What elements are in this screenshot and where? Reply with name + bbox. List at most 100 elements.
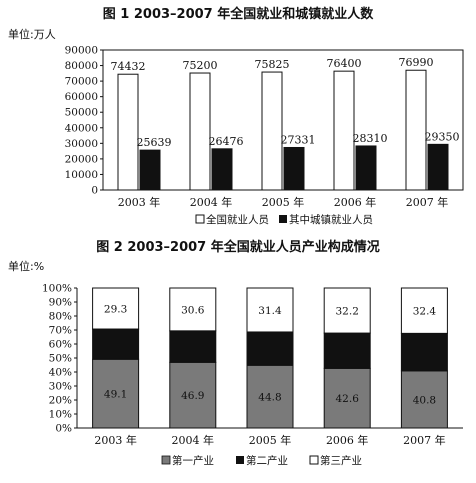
chart1-value-urban-3: 28310 [353,132,388,145]
chart2-ytick-label: 20% [49,395,72,407]
chart2-bars [92,287,448,429]
chart1-bars [117,69,449,191]
chart2-segment-2-2 [246,287,294,333]
chart2-ytick-label: 80% [49,311,72,323]
legend-swatch-tertiary-industry [309,455,319,465]
chart1-value-total-0: 74432 [111,60,146,73]
chart2-segment-0-3 [323,367,371,429]
chart1-bar-total-1 [189,72,211,191]
chart1-category-label-0: 2003 年 [118,195,161,209]
chart1-category-label-2: 2005 年 [262,195,305,209]
chart2-segment-label-0-0: 49.1 [104,389,127,401]
chart2-category-label-1: 2004 年 [172,433,215,447]
chart1-value-urban-4: 29350 [425,130,460,143]
chart1-category-label-4: 2007 年 [406,195,449,209]
chart1-ytick-label: 60000 [65,91,98,103]
chart1-labels: 74432 25639 2003 年 75200 26476 2004 年 75825 273… [111,56,460,209]
chart1-value-total-1: 75200 [183,59,218,72]
chart2-segment-1-0 [92,328,140,360]
legend-label-series-1: 全国就业人员 [206,213,269,226]
chart2-segment-2-1 [169,287,217,332]
legend-swatch-series-1 [195,214,205,224]
chart1-value-total-4: 76990 [399,56,434,69]
chart2-category-label-2: 2005 年 [249,433,292,447]
chart2-ytick-label: 100% [42,283,72,295]
chart2-segment-0-2 [246,364,294,429]
chart2-segment-1-2 [246,331,294,366]
chart1-ytick-label: 0 [91,185,98,197]
chart1-ytick-label: 80000 [65,60,98,72]
chart1-bar-total-3 [333,70,355,191]
chart1-bar-urban-4 [427,143,449,191]
chart2-segment-label-2-1: 30.6 [181,304,205,316]
chart1-value-urban-0: 25639 [137,136,172,149]
chart1-ytick-label: 20000 [65,153,98,165]
legend-label-tertiary-industry: 第三产业 [320,454,362,467]
chart1-ytick-label: 10000 [65,169,98,181]
chart2-ytick-label: 70% [49,325,72,337]
chart2-ytick-label: 0% [55,423,72,435]
chart1-category-label-1: 2004 年 [190,195,233,209]
legend-label-secondary-industry: 第二产业 [246,454,288,467]
chart2-segment-2-4 [400,287,448,334]
chart1-title: 图 1 2003–2007 年全国就业和城镇就业人数 [103,6,374,22]
chart2-axes: 0% 10% 20% 30% 40% 50% 60% 70% 80% 90% 100% [42,283,463,435]
chart1-value-urban-1: 26476 [209,135,244,148]
chart1-plot-frame [102,49,464,191]
chart2-segment-2-0 [92,287,140,330]
chart1-legend: 全国就业人员 其中城镇就业人员 [195,213,373,226]
chart2-segment-label-0-4: 40.8 [413,394,436,406]
chart2-category-label-3: 2006 年 [326,433,369,447]
chart1-bar-urban-1 [211,148,233,191]
chart1-ytick-label: 70000 [65,76,98,88]
chart2-ytick-label: 10% [49,409,72,421]
chart2-category-label-0: 2003 年 [94,433,137,447]
chart2-ytick-label: 50% [49,353,72,365]
chart2-unit: 单位:% [8,259,44,273]
chart1-unit: 单位:万人 [8,27,56,41]
chart2-labels: 49.1 29.3 2003 年 46.9 30.6 2004 年 44.8 31.4 2005… [94,304,445,447]
chart2-legend: 第一产业 第二产业 第三产业 [161,454,362,467]
chart1-bar-total-2 [261,71,283,191]
chart2-ytick-label: 90% [49,297,72,309]
chart2-segment-label-0-2: 44.8 [258,392,281,404]
chart1-bar-total-0 [117,73,139,191]
chart2-title: 图 2 2003–2007 年全国就业人员产业构成情况 [96,239,380,255]
chart2-segment-0-0 [92,358,140,429]
legend-label-primary-industry: 第一产业 [172,454,214,467]
chart2-segment-1-4 [400,332,448,372]
chart2-segment-0-1 [169,361,217,429]
legend-label-series-2: 其中城镇就业人员 [289,213,373,226]
chart1-ytick-label: 30000 [65,138,98,150]
chart1-axes: 0 10000 20000 30000 40000 50000 60000 70000 8000… [65,45,464,197]
chart2-segment-label-2-4: 32.4 [413,306,437,318]
chart1-value-total-2: 75825 [255,58,290,71]
legend-swatch-series-2 [279,215,287,223]
chart1-category-label-3: 2006 年 [334,195,377,209]
chart1-bar-urban-0 [139,149,161,191]
chart1-ytick-label: 40000 [65,122,98,134]
chart2-segment-1-1 [169,330,217,363]
chart2-segment-label-2-2: 31.4 [258,305,282,317]
chart2-segment-2-3 [323,287,371,334]
chart2-ytick-label: 30% [49,381,72,393]
chart1-value-urban-2: 27331 [281,133,316,146]
chart2-segment-1-3 [323,332,371,369]
chart1-bar-urban-3 [355,145,377,191]
chart2-segment-0-4 [400,370,448,429]
chart2-ytick-label: 60% [49,339,72,351]
chart1-bar-urban-2 [283,146,305,191]
legend-swatch-primary-industry [161,455,171,465]
chart1-bar-total-4 [405,69,427,191]
chart1-ytick-label: 50000 [65,107,98,119]
chart2-segment-label-2-0: 29.3 [104,304,127,316]
chart2-segment-label-0-3: 42.6 [336,393,360,405]
chart2-segment-label-0-1: 46.9 [181,390,204,402]
chart1-ytick-label: 90000 [65,45,98,57]
chart2-ytick-label: 40% [49,367,72,379]
chart1-value-total-3: 76400 [327,57,362,70]
chart2-segment-label-2-3: 32.2 [336,306,359,318]
legend-swatch-secondary-industry [236,456,244,464]
chart2-category-label-4: 2007 年 [403,433,446,447]
